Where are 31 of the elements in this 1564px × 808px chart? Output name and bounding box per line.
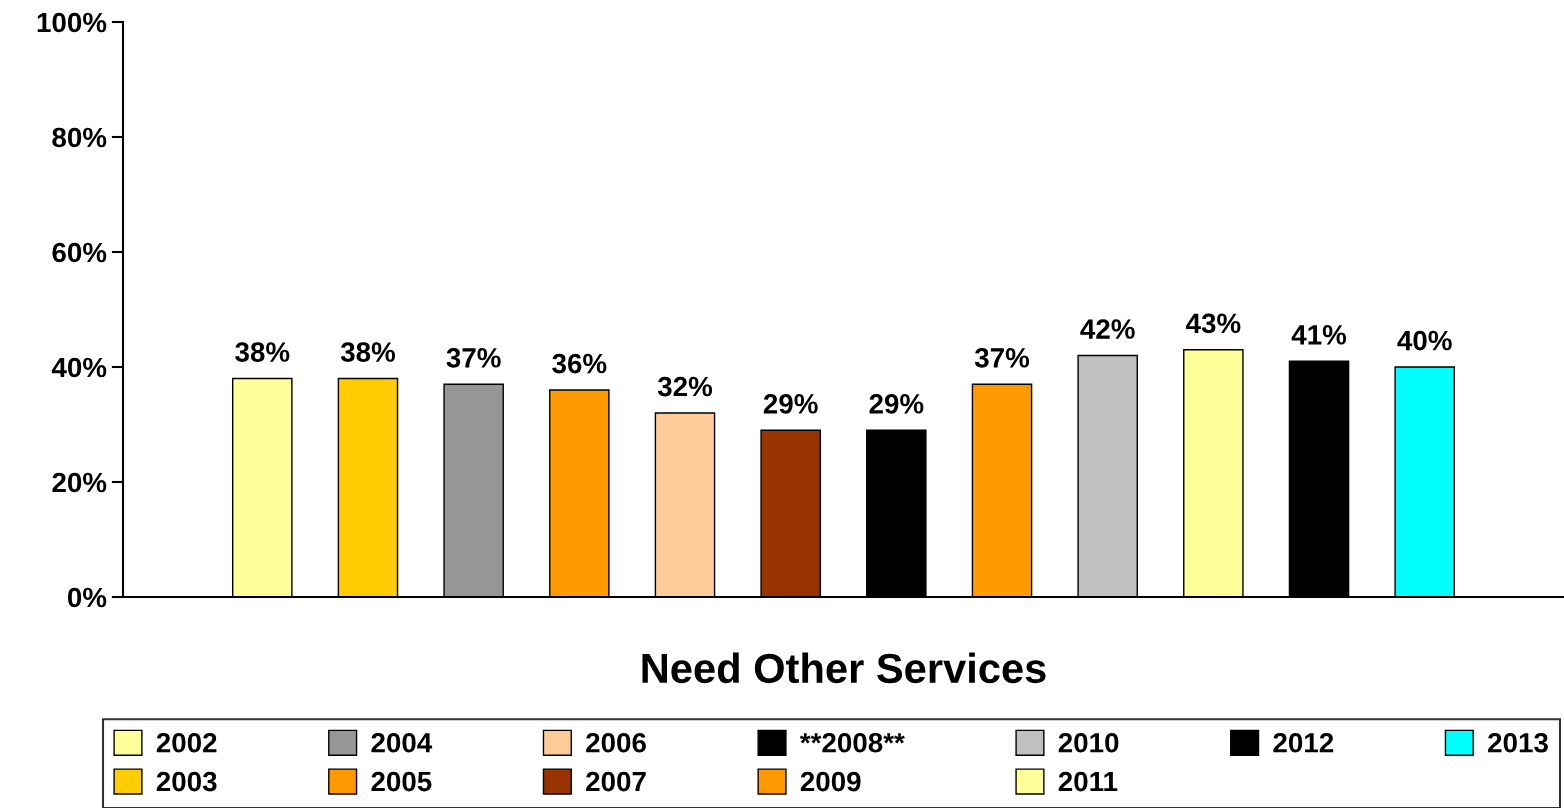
data-label: 36% (552, 353, 607, 374)
legend-label: 2006 (586, 732, 646, 753)
x-tick-label: Need Other Services (642, 652, 1046, 684)
y-tick-label: 0% (67, 587, 107, 608)
y-tick-label: 20% (52, 472, 107, 493)
y-tick-label: 40% (51, 357, 107, 378)
data-label: 37% (974, 347, 1030, 368)
data-label: 29% (869, 393, 924, 414)
data-label: 29% (763, 393, 818, 414)
legend-label: 2007 (586, 771, 646, 792)
legend-label: 2005 (371, 771, 432, 792)
data-label: 38% (340, 342, 396, 362)
legend-label: **2008** (799, 732, 905, 753)
legend-label: 2011 (1058, 771, 1118, 792)
legend-label: 2004 (371, 732, 433, 753)
data-label: 40% (1397, 330, 1452, 351)
data-label: 41% (1291, 325, 1347, 345)
y-tick-label: 60% (52, 242, 107, 263)
y-tick-label: 100% (37, 12, 107, 33)
legend-label: 2013 (1488, 732, 1548, 753)
y-tick-label: 80% (52, 127, 107, 148)
data-label: 37% (446, 347, 501, 368)
legend-label: 2003 (156, 771, 217, 792)
legend-label: 2010 (1058, 732, 1119, 753)
data-label: 42% (1080, 319, 1135, 339)
data-label: 32% (657, 376, 713, 397)
legend-label: 2002 (156, 732, 217, 753)
data-label: 43% (1185, 313, 1241, 334)
legend-label: 2009 (800, 771, 861, 792)
data-label: 38% (235, 342, 290, 362)
legend-label: 2012 (1273, 732, 1334, 753)
